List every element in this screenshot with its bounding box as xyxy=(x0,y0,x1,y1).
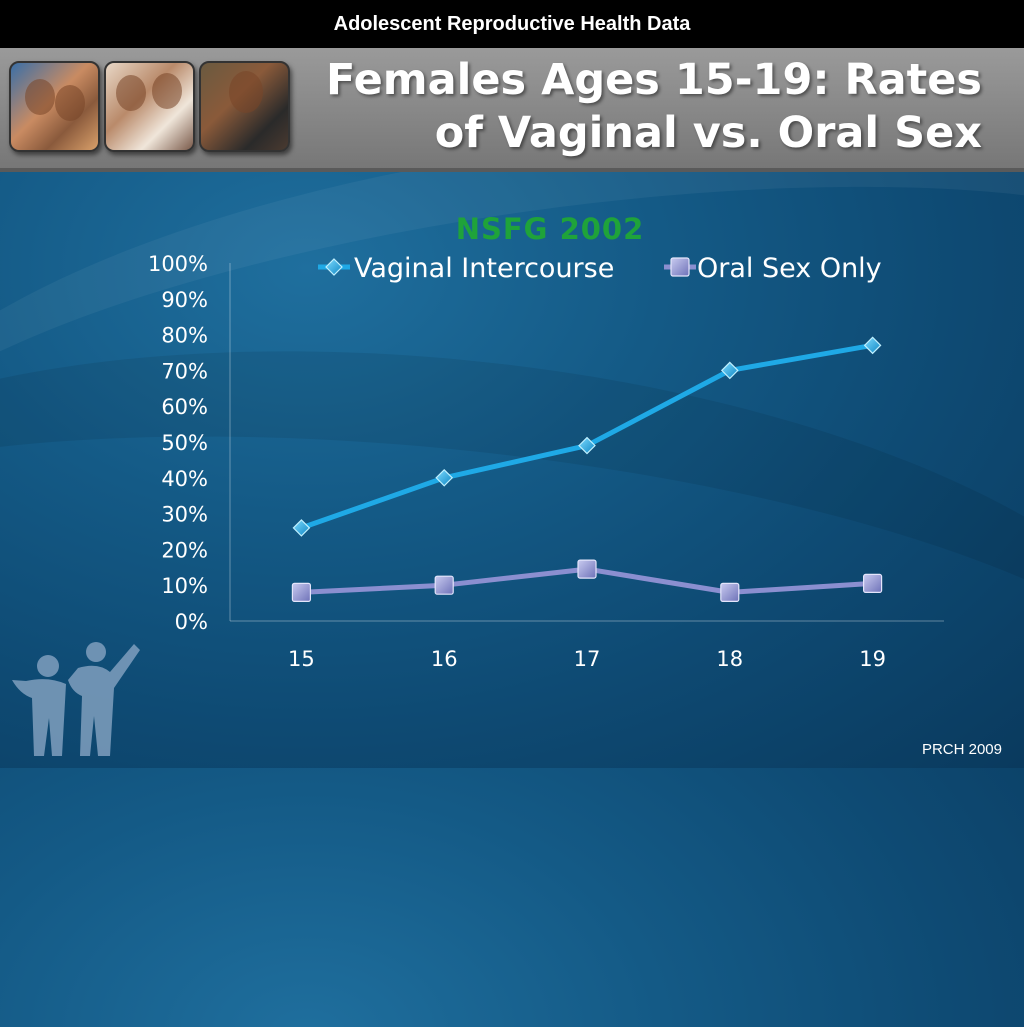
x-tick-label: 15 xyxy=(288,647,315,671)
data-point-square xyxy=(291,582,311,602)
y-tick-label: 100% xyxy=(148,252,208,276)
data-point-diamond xyxy=(720,361,739,380)
y-tick-label: 90% xyxy=(161,288,208,312)
legend-label: Vaginal Intercourse xyxy=(354,253,614,284)
x-tick-label: 19 xyxy=(859,647,886,671)
y-tick-label: 30% xyxy=(161,503,208,527)
data-point-square xyxy=(434,575,454,595)
line-chart: 0% 10% 20% 30% 40% 50% 60% 70% 80% 90% 100% 15 16 17 1… xyxy=(148,252,944,671)
y-tick-label: 70% xyxy=(161,359,208,383)
legend-marker-diamond xyxy=(325,258,343,276)
teen-boy-photo xyxy=(199,61,290,152)
chart-series xyxy=(291,336,883,602)
y-tick-label: 10% xyxy=(161,574,208,598)
data-point-diamond xyxy=(435,468,454,487)
x-tick-label: 18 xyxy=(716,647,743,671)
slide-header: Females Ages 15-19: Rates of Vaginal vs.… xyxy=(0,48,1024,172)
y-tick-label: 20% xyxy=(161,538,208,562)
data-point-square xyxy=(862,573,883,594)
data-point-square xyxy=(720,582,740,602)
chart-legend: Vaginal Intercourse Oral Sex Only xyxy=(318,253,882,284)
x-tick-label: 16 xyxy=(431,647,458,671)
legend-marker-square xyxy=(670,257,690,277)
series-line-0 xyxy=(300,342,874,531)
teens-photo xyxy=(104,61,195,152)
data-point-diamond xyxy=(292,519,311,537)
credit-text: PRCH 2009 xyxy=(921,741,1002,758)
legend-label: Oral Sex Only xyxy=(697,253,882,284)
x-tick-label: 17 xyxy=(574,647,601,671)
y-tick-label: 0% xyxy=(175,610,208,634)
y-tick-label: 50% xyxy=(161,431,208,455)
data-point-square xyxy=(577,559,597,579)
teen-couple-photo xyxy=(9,61,100,152)
y-tick-label: 80% xyxy=(161,324,208,348)
top-bar-label: Adolescent Reproductive Health Data xyxy=(333,12,691,35)
y-tick-label: 40% xyxy=(161,467,208,491)
slide-title-line2: of Vaginal vs. Oral Sex xyxy=(434,108,982,158)
slide-title-line1: Females Ages 15-19: Rates xyxy=(325,55,982,105)
chart-axes: 0% 10% 20% 30% 40% 50% 60% 70% 80% 90% 100% 15 16 17 1… xyxy=(148,252,944,671)
data-point-diamond xyxy=(578,436,596,455)
y-tick-label: 60% xyxy=(161,395,208,419)
data-point-diamond xyxy=(863,336,882,355)
top-bar: Adolescent Reproductive Health Data xyxy=(0,0,1024,48)
chart-title: NSFG 2002 xyxy=(455,212,645,246)
slide-title: Females Ages 15-19: Rates of Vaginal vs.… xyxy=(282,54,982,160)
prch-logo xyxy=(12,642,140,756)
